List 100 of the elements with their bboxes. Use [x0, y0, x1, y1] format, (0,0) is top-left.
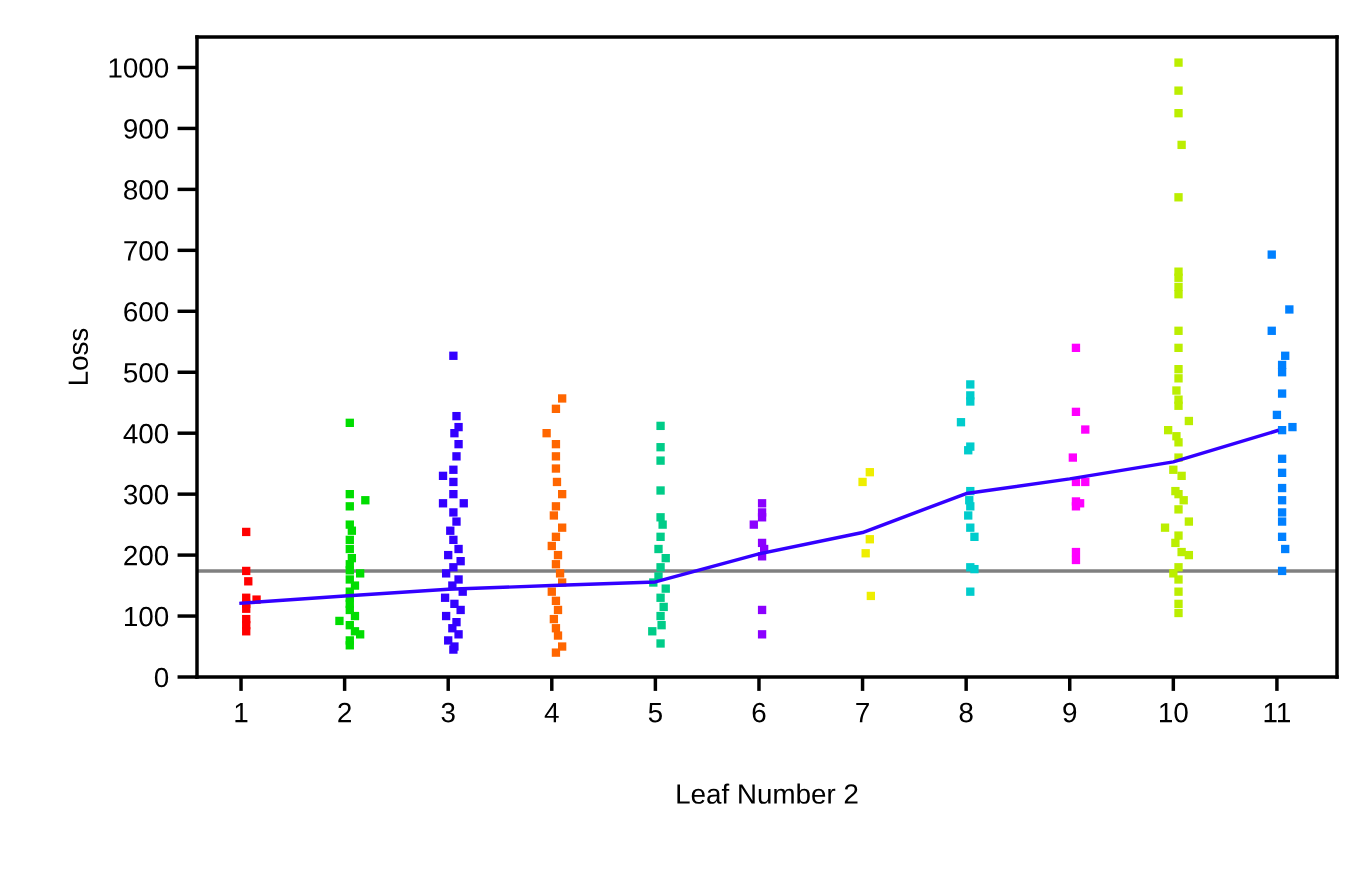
point: [1277, 566, 1287, 576]
point: [1277, 517, 1287, 526]
y-tick-label: 0: [154, 667, 169, 688]
point: [1174, 365, 1183, 374]
point: [1174, 343, 1183, 353]
point: [1174, 608, 1183, 618]
point: [1171, 538, 1180, 548]
point: [865, 535, 874, 544]
point: [551, 560, 561, 569]
point: [657, 621, 666, 630]
x-tick-label: 11: [1264, 703, 1290, 723]
point: [966, 397, 975, 406]
point: [440, 593, 450, 602]
point: [454, 440, 463, 449]
point: [242, 627, 251, 636]
x-axis-title: Leaf Number 2: [677, 783, 858, 804]
point: [542, 429, 551, 438]
point: [452, 411, 461, 421]
point: [656, 532, 665, 541]
point: [1174, 290, 1183, 299]
point: [1277, 389, 1287, 398]
point: [656, 563, 665, 572]
point: [1174, 374, 1183, 383]
x-tick-label: 3: [441, 702, 455, 723]
point: [449, 465, 458, 474]
point: [1184, 550, 1194, 560]
point: [557, 642, 567, 651]
point: [551, 440, 561, 449]
point: [757, 513, 767, 522]
point: [970, 532, 979, 541]
y-tick-label: 500: [123, 362, 169, 383]
point: [449, 477, 458, 487]
point: [449, 489, 458, 499]
point: [1174, 505, 1183, 514]
point: [551, 596, 561, 605]
point: [450, 599, 459, 609]
point: [1184, 517, 1194, 526]
point: [656, 443, 665, 452]
point: [1174, 86, 1183, 95]
point: [1071, 502, 1081, 511]
point: [1179, 496, 1188, 505]
point: [345, 544, 354, 554]
point: [345, 641, 354, 650]
point: [551, 532, 561, 541]
x-tick-label: 7: [856, 703, 869, 723]
point: [1277, 532, 1287, 541]
point: [345, 418, 354, 427]
point: [361, 496, 370, 505]
point: [345, 566, 354, 575]
point: [1174, 273, 1183, 282]
y-tick-label: 800: [124, 180, 169, 200]
point: [1174, 193, 1183, 202]
point: [1177, 140, 1186, 150]
point: [1174, 531, 1183, 540]
x-tick-label: 2: [338, 702, 351, 723]
point: [553, 550, 563, 560]
point: [547, 541, 556, 551]
y-tick-label: 1000: [109, 58, 169, 78]
point: [1071, 407, 1081, 417]
point: [553, 631, 563, 640]
point: [242, 604, 251, 613]
point: [438, 499, 448, 508]
point: [441, 569, 451, 578]
point: [355, 569, 365, 578]
y-tick-label: 300: [123, 484, 169, 505]
point: [1081, 477, 1090, 487]
point: [456, 605, 465, 615]
point: [1277, 368, 1287, 377]
point: [966, 380, 975, 389]
point: [345, 502, 354, 511]
point: [656, 639, 665, 648]
point: [1071, 547, 1081, 557]
point: [1174, 109, 1183, 118]
point: [454, 544, 463, 554]
point: [861, 549, 870, 558]
point: [549, 614, 559, 624]
point: [757, 605, 767, 615]
point: [1267, 326, 1276, 335]
point: [1277, 454, 1287, 463]
y-tick-label: 100: [125, 606, 169, 627]
point: [1068, 453, 1078, 462]
point: [1281, 544, 1290, 554]
x-tick-label: 5: [648, 703, 662, 723]
point: [454, 630, 463, 639]
point: [244, 577, 253, 586]
point: [1163, 425, 1173, 435]
point: [444, 550, 453, 560]
point: [456, 557, 465, 566]
y-tick-label: 900: [124, 119, 169, 139]
point: [661, 584, 670, 593]
point: [964, 511, 973, 520]
point: [557, 489, 567, 499]
point: [656, 421, 665, 431]
point: [557, 523, 567, 532]
point: [1174, 326, 1183, 335]
point: [656, 611, 665, 621]
point: [551, 404, 561, 413]
point: [865, 468, 874, 477]
point: [1160, 523, 1170, 532]
y-tick-label: 200: [124, 545, 169, 566]
